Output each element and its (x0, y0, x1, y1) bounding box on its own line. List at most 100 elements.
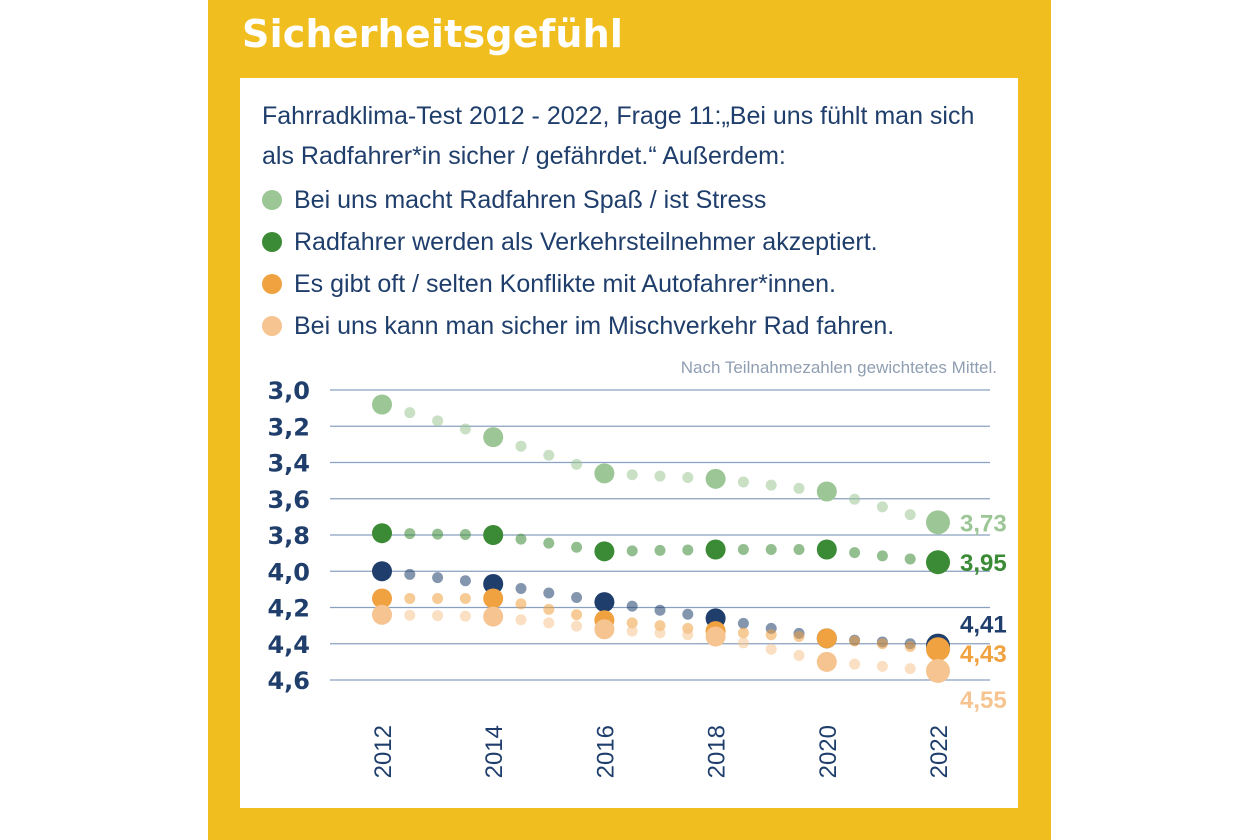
connector-dot (515, 440, 527, 452)
connector-dot (876, 660, 888, 672)
data-point (816, 481, 837, 502)
connector-dot (904, 509, 916, 521)
connector-dot (571, 458, 583, 470)
connector-dot (765, 544, 777, 555)
connector-dot (626, 469, 638, 481)
connector-dot (515, 614, 527, 626)
legend-label: Radfahrer werden als Verkehrsteilnehmer … (294, 227, 878, 256)
data-point (816, 628, 837, 649)
end-value-label: 3,95 (960, 550, 1007, 577)
data-point (816, 539, 837, 560)
connector-dot (543, 449, 555, 461)
data-point (483, 525, 504, 545)
connector-dot (543, 603, 555, 615)
connector-dot (876, 501, 888, 513)
connector-dot (571, 620, 583, 632)
line-chart: 3,0 3,2 3,4 3,6 3,8 4,0 4,2 4,4 4,6 2012 2014 2016 2… (267, 377, 1007, 778)
connector-dot (432, 572, 444, 584)
data-point (816, 651, 837, 672)
data-point (594, 541, 615, 562)
x-tick-label: 2018 (704, 725, 731, 778)
y-tick-label: 4,6 (267, 667, 310, 695)
connector-dot (626, 600, 638, 612)
connector-dot (404, 592, 416, 604)
y-tick-label: 3,4 (267, 450, 310, 478)
connector-dot (543, 587, 555, 599)
connector-dot (737, 476, 749, 488)
chart-subtitle: Fahrradklima-Test 2012 - 2022, Frage 11:… (262, 102, 975, 170)
y-tick-label: 4,4 (267, 631, 310, 659)
connector-dot (459, 529, 471, 541)
legend-label: Bei uns macht Radfahren Spaß / ist Stres… (294, 185, 767, 214)
connector-dot (876, 638, 888, 650)
connector-dot (459, 592, 471, 604)
connector-dot (737, 637, 749, 649)
connector-dot (543, 537, 555, 549)
connector-dot (626, 545, 638, 557)
connector-dot (515, 582, 527, 594)
data-point (372, 588, 392, 609)
connector-dot (459, 575, 471, 587)
data-point (372, 523, 392, 544)
data-point (483, 427, 504, 448)
y-tick-label: 4,0 (267, 558, 310, 586)
connector-dot (654, 544, 666, 556)
connector-dot (515, 533, 527, 545)
data-point (705, 539, 726, 560)
data-point (483, 588, 504, 609)
data-point (483, 606, 504, 627)
connector-dot (404, 528, 416, 540)
y-tick-label: 4,2 (267, 595, 310, 623)
connector-dot (404, 609, 416, 621)
x-tick-label: 2012 (370, 725, 397, 778)
end-value-label: 4,43 (960, 641, 1007, 668)
end-value-label: 4,55 (960, 687, 1007, 714)
connector-dot (765, 479, 777, 491)
connector-dot (849, 547, 861, 559)
connector-dot (737, 617, 749, 629)
x-tick-label: 2022 (926, 725, 953, 778)
connector-dot (793, 650, 805, 662)
connector-dot (654, 627, 666, 639)
connector-dot (654, 470, 666, 482)
connector-dot (765, 629, 777, 641)
connector-dot (432, 528, 444, 540)
y-tick-label: 3,6 (267, 486, 310, 514)
connector-dot (654, 604, 666, 616)
x-tick-label: 2016 (592, 725, 619, 778)
legend-dot-icon (262, 232, 282, 252)
x-tick-label: 2020 (815, 725, 842, 778)
data-point (594, 592, 615, 613)
y-tick-label: 3,0 (267, 377, 310, 405)
connector-dot (737, 627, 749, 639)
data-point (926, 658, 950, 683)
data-point (926, 550, 950, 575)
legend-item-mixed-traffic: Bei uns kann man sicher im Mischverkehr … (262, 306, 894, 346)
connector-dot (626, 617, 638, 629)
connector-dot (626, 625, 638, 637)
data-point (926, 510, 950, 535)
connector-dot (793, 631, 805, 642)
data-point (372, 604, 392, 625)
end-value-label: 3,73 (960, 510, 1007, 537)
data-point (594, 619, 615, 640)
connector-dot (432, 592, 444, 604)
connector-dot (904, 640, 916, 652)
data-point (705, 468, 726, 489)
connector-dot (793, 544, 805, 555)
legend-dot-icon (262, 274, 282, 294)
x-tick-label: 2014 (481, 725, 508, 778)
legend-item-accepted: Radfahrer werden als Verkehrsteilnehmer … (262, 222, 878, 262)
chart-note: Nach Teilnahmezahlen gewichtetes Mittel. (680, 358, 997, 377)
data-point (926, 637, 950, 662)
connector-dot (849, 493, 861, 505)
connector-dot (571, 592, 583, 604)
connector-dot (459, 423, 471, 435)
connector-dot (404, 568, 416, 580)
connector-dot (876, 550, 888, 562)
connector-dot (459, 610, 471, 622)
data-point (372, 561, 392, 582)
connector-dot (904, 553, 916, 565)
connector-dot (765, 643, 777, 655)
connector-dot (849, 658, 861, 670)
